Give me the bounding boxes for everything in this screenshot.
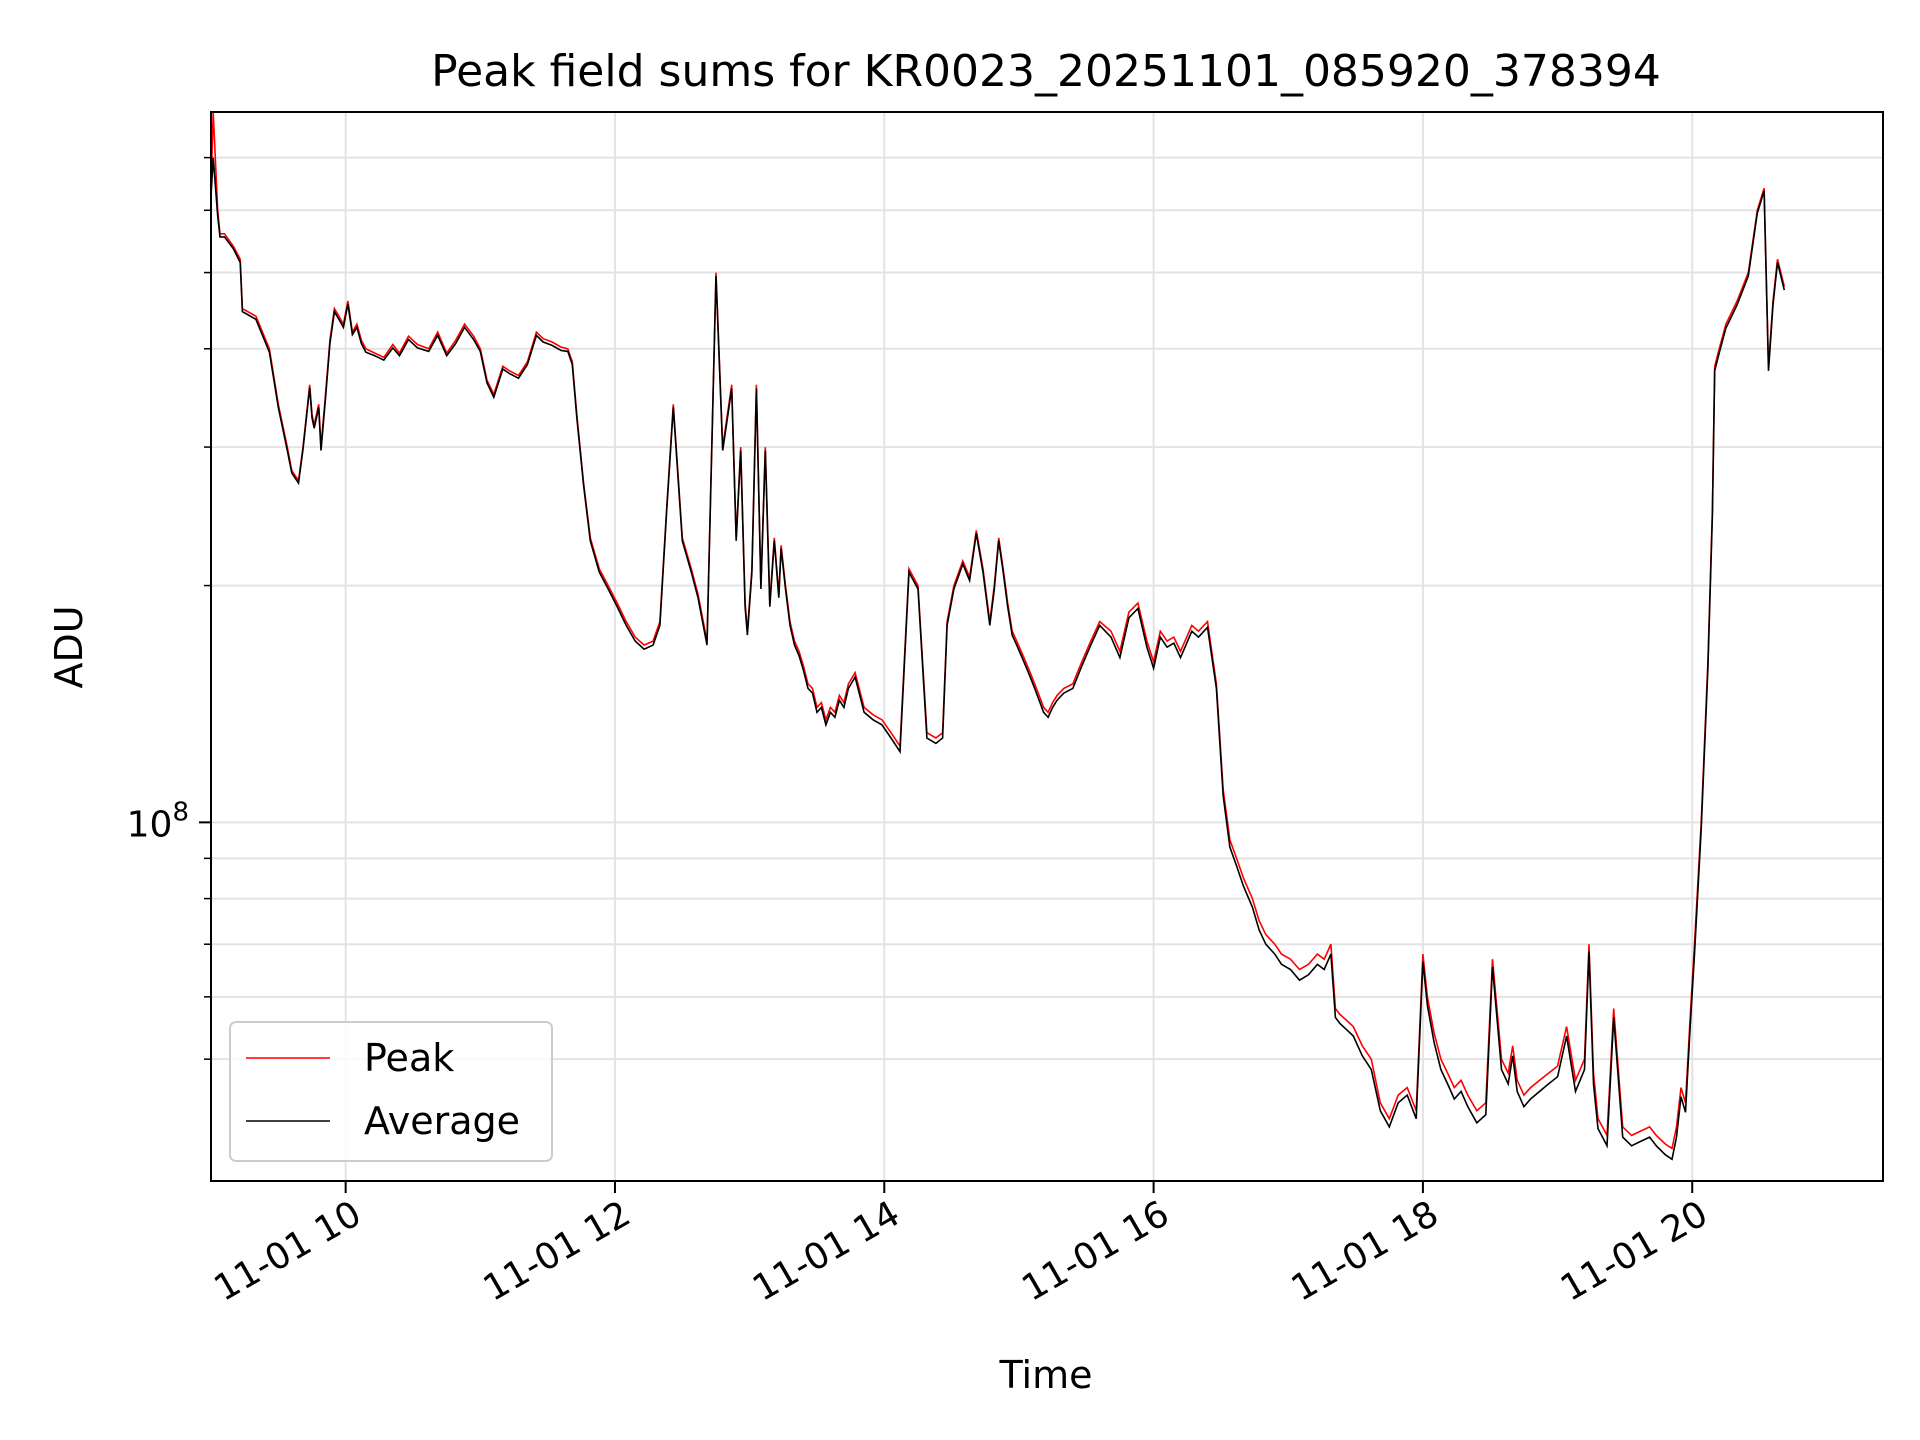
legend: Peak Average xyxy=(229,1021,553,1162)
x-tick-label: 11-01 20 xyxy=(1554,1193,1715,1309)
x-axis-label: Time xyxy=(999,1353,1093,1397)
x-tick-label: 11-01 10 xyxy=(207,1193,368,1309)
legend-box xyxy=(229,1021,553,1162)
x-tick-label: 11-01 14 xyxy=(746,1193,907,1309)
series-layer xyxy=(211,112,1786,1161)
legend-average-label: Average xyxy=(364,1099,520,1143)
series-average-line xyxy=(211,157,1786,1161)
plot-frame xyxy=(210,111,1884,1182)
y-axis-label: ADU xyxy=(47,605,91,688)
legend-peak-label: Peak xyxy=(364,1036,454,1080)
x-tick-label: 11-01 18 xyxy=(1285,1193,1446,1309)
chart-title: Peak field sums for KR0023_20251101_0859… xyxy=(431,46,1661,97)
x-tick-label: 11-01 12 xyxy=(477,1193,638,1309)
series-peak-line xyxy=(211,112,1786,1150)
x-axis: 11-01 10 11-01 12 11-01 14 11-01 16 11-01 18… xyxy=(207,1181,1715,1310)
grid xyxy=(211,112,1883,1181)
y-tick-label: 108 xyxy=(127,797,189,845)
x-tick-label: 11-01 16 xyxy=(1015,1193,1176,1309)
y-axis: 108 xyxy=(127,156,211,1060)
